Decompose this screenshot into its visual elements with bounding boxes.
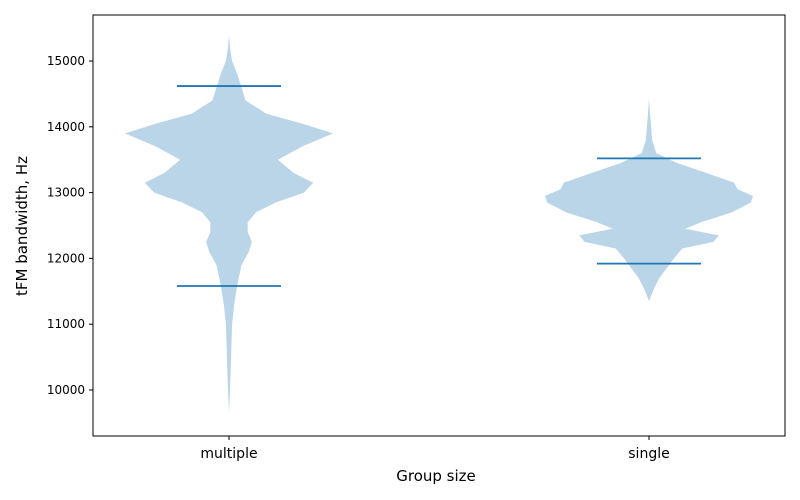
x-tick-label-multiple: multiple: [200, 446, 257, 462]
violin-layer: [125, 34, 753, 413]
y-tick-label: 13000: [47, 186, 85, 200]
y-tick-label: 10000: [47, 383, 85, 397]
y-tick-label: 11000: [47, 317, 85, 331]
y-tick-label: 12000: [47, 251, 85, 265]
violin-body-multiple: [125, 34, 333, 413]
x-axis: multiple single: [200, 436, 670, 462]
y-axis-label: tFM bandwidth, Hz: [13, 156, 31, 296]
y-axis: 10000 11000 12000 13000 14000 15000: [47, 54, 93, 397]
y-tick-label: 15000: [47, 54, 85, 68]
x-tick-label-single: single: [628, 446, 669, 462]
plot-frame: [92, 14, 786, 437]
extrema-lines: [177, 85, 701, 287]
violin-body-single: [545, 98, 753, 302]
x-axis-label: Group size: [396, 467, 476, 485]
y-tick-label: 14000: [47, 120, 85, 134]
